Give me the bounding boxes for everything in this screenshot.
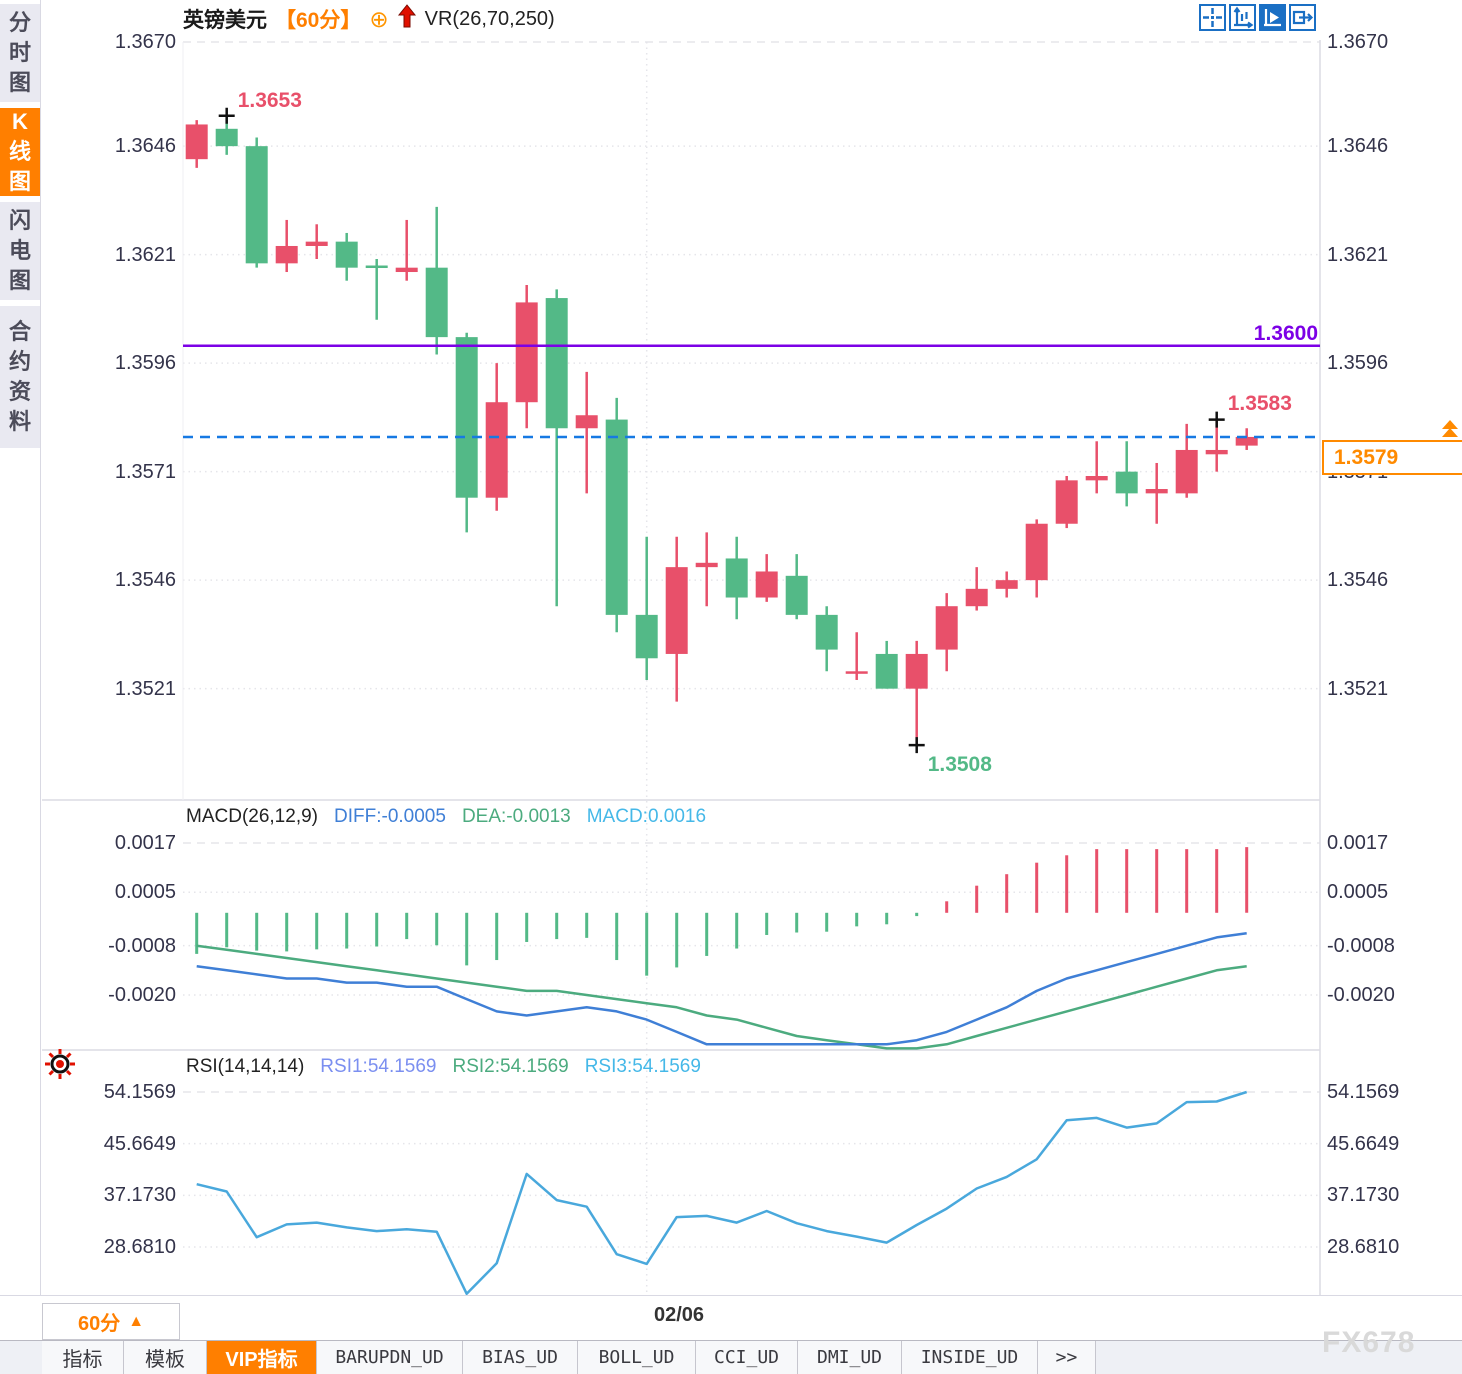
y-axis-label: 45.6649 bbox=[103, 1132, 176, 1155]
tab-bias_ud[interactable]: BIAS_UD bbox=[463, 1341, 578, 1374]
macd-header: MACD(26,12,9) DIFF:-0.0005 DEA:-0.0013 M… bbox=[186, 806, 706, 828]
rsi3-value: RSI3:54.1569 bbox=[584, 1056, 701, 1077]
indicator-tab-bar: 指标 模板 VIP指标 BARUPDN_UD BIAS_UD BOLL_UD CCI_UD D… bbox=[0, 1341, 1462, 1374]
tab-more[interactable]: >> bbox=[1038, 1341, 1096, 1374]
circle-plus-icon[interactable]: ⊕ bbox=[369, 6, 389, 32]
y-axis-label: 1.3521 bbox=[1327, 677, 1389, 700]
tab-vip指标[interactable]: VIP指标 bbox=[207, 1341, 317, 1374]
watermark: FX678 bbox=[1322, 1326, 1416, 1359]
y-axis-label: 1.3521 bbox=[114, 677, 176, 700]
period-selector-label: 60分 bbox=[77, 1313, 121, 1335]
toolbar-crosshair-button[interactable] bbox=[1199, 4, 1226, 31]
candles-group bbox=[185, 115, 1258, 746]
tab-inside_ud[interactable]: INSIDE_UD bbox=[902, 1341, 1038, 1374]
sidebar-item-time-chart[interactable]: 分时图 bbox=[0, 4, 40, 102]
hline-price-label: 1.3600 bbox=[1253, 321, 1318, 345]
sidebar-item-flash-chart[interactable]: 闪电图 bbox=[0, 202, 40, 300]
high-price-label: 1.3653 bbox=[237, 88, 302, 112]
period-selector[interactable]: 60分 ▲ bbox=[42, 1303, 180, 1340]
triangle-up-icon: ▲ bbox=[128, 1312, 145, 1330]
chart-toolbar bbox=[1199, 4, 1316, 31]
y-axis-label: 1.3596 bbox=[1327, 352, 1389, 375]
tab-dmi_ud[interactable]: DMI_UD bbox=[798, 1341, 902, 1374]
date-tick-label: 02/06 bbox=[653, 1304, 705, 1326]
y-axis-label: 1.3621 bbox=[114, 243, 176, 266]
y-axis-label: 1.3546 bbox=[114, 569, 176, 592]
period-badge[interactable]: 【60分】 bbox=[275, 9, 362, 32]
y-axis-label: 0.0017 bbox=[114, 831, 176, 854]
symbol-title: 英镑美元 bbox=[183, 9, 267, 32]
tab-barupdn_ud[interactable]: BARUPDN_UD bbox=[317, 1341, 463, 1374]
indicator-title: VR(26,70,250) bbox=[424, 7, 555, 30]
red-up-arrow-icon bbox=[397, 3, 417, 36]
y-axis-label: 1.3596 bbox=[114, 352, 176, 375]
toolbar-auto-scroll-button[interactable] bbox=[1259, 4, 1286, 31]
sidebar-item-contract-info[interactable]: 合约资料 bbox=[0, 306, 40, 448]
y-axis-label: -0.0008 bbox=[1327, 934, 1395, 957]
rsi1-value: RSI1:54.1569 bbox=[320, 1056, 437, 1077]
y-axis-label: 1.3646 bbox=[114, 135, 176, 158]
tab-指标[interactable]: 指标 bbox=[42, 1341, 124, 1374]
y-axis-label: 28.6810 bbox=[1327, 1236, 1400, 1259]
alarm-sun-icon[interactable] bbox=[44, 1048, 76, 1085]
y-axis-label: 1.3546 bbox=[1327, 569, 1389, 592]
macd-dea-value: DEA:-0.0013 bbox=[461, 806, 571, 827]
y-axis-label: 1.3670 bbox=[1327, 31, 1389, 53]
rsi-title: RSI(14,14,14) bbox=[186, 1056, 305, 1077]
tab-模板[interactable]: 模板 bbox=[124, 1341, 207, 1374]
y-axis-label: 54.1569 bbox=[103, 1081, 176, 1103]
chart-header: 英镑美元 【60分】 ⊕ VR(26,70,250) bbox=[183, 3, 555, 35]
macd-title: MACD(26,12,9) bbox=[186, 806, 318, 827]
y-axis-label: 37.1730 bbox=[1327, 1184, 1400, 1207]
y-axis-label: 45.6649 bbox=[1327, 1132, 1400, 1155]
y-axis-label: -0.0008 bbox=[108, 934, 176, 957]
tab-cci_ud[interactable]: CCI_UD bbox=[696, 1341, 798, 1374]
rsi-header: RSI(14,14,14) RSI1:54.1569 RSI2:54.1569 … bbox=[186, 1056, 701, 1078]
low-price-label: 1.3508 bbox=[927, 753, 992, 777]
macd-hist-value: MACD:0.0016 bbox=[586, 806, 707, 827]
toolbar-fit-axes-button[interactable] bbox=[1229, 4, 1256, 31]
y-axis-label: 1.3646 bbox=[1327, 135, 1389, 158]
time-axis-band: 60分 ▲ 02/06 bbox=[0, 1295, 1462, 1341]
y-axis-label: 1.3571 bbox=[114, 460, 176, 483]
y-axis-label: 0.0017 bbox=[1327, 831, 1389, 854]
current-price-tag: 1.3579 bbox=[1322, 439, 1462, 475]
macd-diff-value: DIFF:-0.0005 bbox=[334, 806, 446, 827]
scroll-to-latest-icon[interactable] bbox=[1441, 419, 1459, 438]
rsi2-value: RSI2:54.1569 bbox=[452, 1056, 569, 1077]
tab-boll_ud[interactable]: BOLL_UD bbox=[578, 1341, 696, 1374]
y-axis-label: 1.3670 bbox=[114, 31, 176, 53]
y-axis-label: -0.0020 bbox=[108, 983, 176, 1006]
toolbar-goto-latest-button[interactable] bbox=[1289, 4, 1316, 31]
y-axis-label: 0.0005 bbox=[1327, 881, 1389, 904]
y-axis-label: 1.3621 bbox=[1327, 243, 1389, 266]
y-axis-label: 54.1569 bbox=[1327, 1081, 1400, 1103]
y-axis-label: 28.6810 bbox=[103, 1236, 176, 1259]
y-axis-label: 0.0005 bbox=[114, 881, 176, 904]
swing-high-price-label: 1.3583 bbox=[1227, 391, 1292, 415]
y-axis-label: -0.0020 bbox=[1327, 983, 1395, 1006]
y-axis-label: 37.1730 bbox=[103, 1184, 176, 1207]
